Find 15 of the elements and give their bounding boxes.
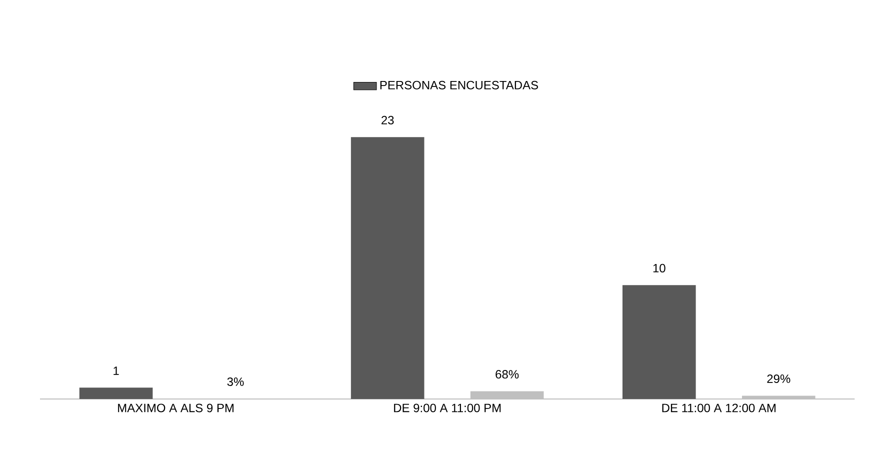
x-tick-label: MAXIMO A ALS 9 PM (118, 404, 234, 412)
bar (622, 285, 696, 399)
bar (470, 391, 544, 399)
legend-label: PERSONAS ENCUESTADAS (380, 80, 538, 90)
bar (79, 388, 153, 399)
bar (742, 396, 816, 399)
data-label: 1 (114, 366, 119, 375)
data-label: 23 (382, 116, 394, 124)
data-label: 29% (767, 374, 790, 383)
data-label: 3% (227, 377, 244, 386)
x-tick-label: DE 11:00 A 12:00 AM (662, 404, 776, 412)
bar (350, 137, 424, 399)
data-label: 10 (653, 264, 666, 272)
x-tick-label: DE 9:00 A 11:00 PM (394, 404, 501, 412)
data-label: 68% (496, 370, 519, 379)
